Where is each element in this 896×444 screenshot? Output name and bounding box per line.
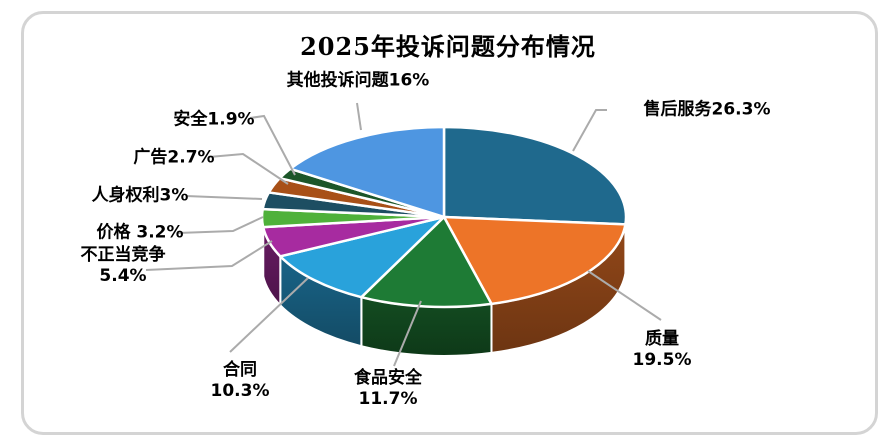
card-border — [21, 11, 878, 435]
pie-label-广告: 广告2.7% — [133, 147, 215, 168]
leader-line-安全 — [249, 114, 296, 176]
leader-lines — [145, 102, 662, 367]
chart-title: 2025年投诉问题分布情况 — [300, 32, 596, 61]
leader-line-价格 — [177, 216, 264, 234]
pie-slice-合同[interactable] — [279, 215, 446, 299]
pie-label-食品安全: 食品安全 11.7% — [354, 367, 422, 409]
pie-label-其他投诉问题: 其他投诉问题16% — [286, 70, 430, 91]
pie-label-价格: 价格 3.2% — [96, 222, 184, 243]
leader-line-售后服务 — [572, 109, 607, 152]
leader-line-食品安全 — [393, 300, 422, 367]
pie-label-售后服务: 售后服务26.3% — [643, 99, 771, 120]
pie-slice-其他投诉问题[interactable] — [289, 125, 446, 219]
pie-label-安全: 安全1.9% — [173, 109, 255, 130]
pie-slice-食品安全[interactable] — [360, 215, 493, 309]
leader-line-人身权利 — [185, 195, 263, 200]
pie-slice-质量[interactable] — [442, 215, 627, 306]
pie-label-质量: 质量 19.5% — [632, 328, 692, 370]
pie-top-faces — [260, 125, 628, 309]
leader-line-质量 — [587, 270, 662, 321]
pie-label-人身权利: 人身权利3% — [91, 185, 189, 206]
pie-label-合同: 合同 10.3% — [210, 359, 270, 401]
leader-line-不正当竞争 — [145, 240, 273, 271]
leader-line-广告 — [208, 152, 289, 185]
pie-slice-售后服务[interactable] — [442, 125, 628, 226]
leader-line-其他投诉问题 — [356, 102, 362, 131]
leader-line-合同 — [229, 277, 309, 353]
pie-label-不正当竞争: 不正当竞争 5.4% — [80, 244, 166, 286]
